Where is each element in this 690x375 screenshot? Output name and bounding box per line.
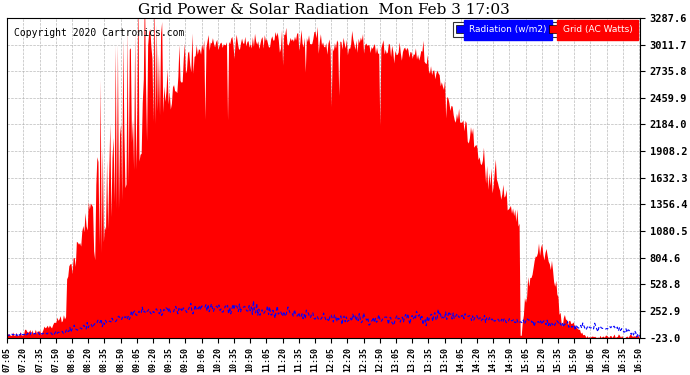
Title: Grid Power & Solar Radiation  Mon Feb 3 17:03: Grid Power & Solar Radiation Mon Feb 3 1… <box>138 3 509 17</box>
Text: Copyright 2020 Cartronics.com: Copyright 2020 Cartronics.com <box>14 27 184 38</box>
Legend: Radiation (w/m2), Grid (AC Watts): Radiation (w/m2), Grid (AC Watts) <box>453 22 635 37</box>
